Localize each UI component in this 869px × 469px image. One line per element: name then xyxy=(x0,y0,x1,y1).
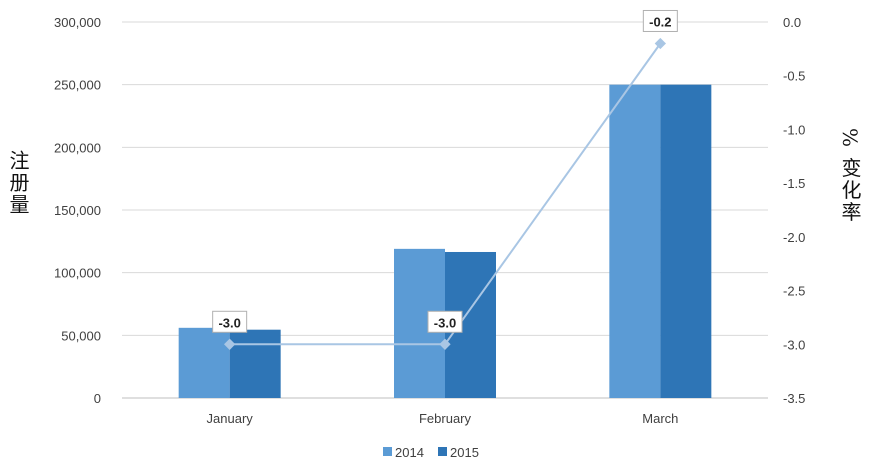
y2-tick-label: -3.0 xyxy=(783,337,805,352)
data-label: -0.2 xyxy=(649,14,671,29)
data-label-box xyxy=(642,9,678,32)
y2-tick-label: -0.5 xyxy=(783,69,805,84)
bar-2014-march xyxy=(609,84,661,399)
y2-tick-label: -1.0 xyxy=(783,122,805,137)
legend-label: 2014 xyxy=(395,445,424,460)
y-tick-label: 100,000 xyxy=(54,266,101,281)
bar-2015-march xyxy=(660,84,712,399)
line-marker xyxy=(224,338,236,350)
y2-tick-label: -2.5 xyxy=(783,284,805,299)
y-tick-label: 150,000 xyxy=(54,203,101,218)
y-axis-title: 注册量 xyxy=(6,150,30,216)
axis-titles: 注册量 % 变化率 xyxy=(6,128,862,223)
data-label: -3.0 xyxy=(434,315,456,330)
bars xyxy=(178,84,712,399)
bar-2014-january xyxy=(178,327,230,398)
y-tick-label: 250,000 xyxy=(54,78,101,93)
data-label-box xyxy=(212,310,248,333)
y2-axis-title: % 变化率 xyxy=(838,128,862,223)
y-tick-label: 0 xyxy=(94,391,101,406)
y2-tick-label: -3.5 xyxy=(783,391,805,406)
data-label-box xyxy=(427,310,463,333)
data-labels: -3.0 -3.0 -0.2 xyxy=(212,9,678,333)
category-label: March xyxy=(642,411,678,426)
change-line xyxy=(224,37,666,350)
legend: 2014 2015 xyxy=(383,445,479,460)
data-label: -3.0 xyxy=(218,315,240,330)
bar-2015-january xyxy=(229,329,281,398)
category-labels: January February March xyxy=(207,411,679,426)
axis-ticks: 0 50,000 100,000 150,000 200,000 250,000 300,0… xyxy=(54,15,805,406)
y-tick-label: 300,000 xyxy=(54,15,101,30)
line-marker xyxy=(439,338,451,350)
legend-swatch-2014 xyxy=(383,447,392,456)
y2-tick-label: -1.5 xyxy=(783,176,805,191)
y2-tick-label: 0.0 xyxy=(783,15,801,30)
line-marker xyxy=(654,37,666,50)
y2-tick-label: -2.0 xyxy=(783,230,805,245)
category-label: January xyxy=(207,411,254,426)
legend-swatch-2015 xyxy=(438,447,447,456)
y-tick-label: 50,000 xyxy=(61,328,101,343)
legend-label: 2015 xyxy=(450,445,479,460)
y-tick-label: 200,000 xyxy=(54,140,101,155)
category-label: February xyxy=(419,411,472,426)
